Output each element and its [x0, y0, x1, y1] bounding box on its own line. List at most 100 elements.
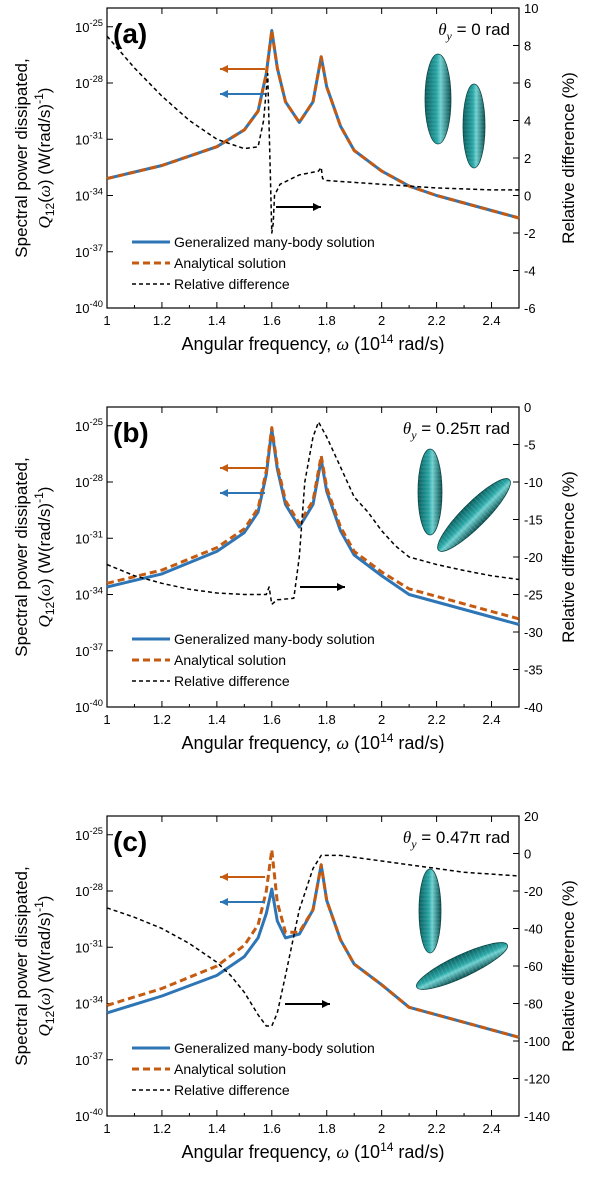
legend-label: Relative difference	[174, 1082, 290, 1098]
legend-label: Analytical solution	[174, 1061, 286, 1077]
y-tick-label-left: 10-25	[75, 826, 103, 843]
theta-label: θy = 0.25π rad	[403, 419, 510, 442]
y-tick-label-right: -35	[524, 663, 543, 678]
y-tick-label-right: -5	[524, 438, 536, 453]
ellipsoid-2-stripe	[499, 942, 505, 953]
ellipsoid-2-stripe	[456, 955, 468, 977]
y-tick-label-right: -20	[524, 550, 543, 565]
ellipsoid-2-stripe	[446, 527, 462, 543]
ellipsoid-2-stripe	[486, 487, 502, 503]
left-axis-arrow-blue-head	[220, 489, 228, 497]
x-tick-label: 2	[378, 313, 385, 328]
panel-c: 1 1.2 1.4 1.6 1.8 2 2.2 2.4 10-25 10-28 10-31 10-34…	[12, 809, 578, 1162]
y-tick-label-right: 8	[524, 39, 531, 54]
series-generalized-many-body-solution	[106, 29, 520, 220]
ellipsoid-2-stripe	[453, 957, 464, 978]
x-tick-label: 1	[103, 313, 110, 328]
x-tick-label: 2	[378, 1121, 385, 1136]
theta-label: θy = 0 rad	[438, 20, 510, 43]
y-tick-label-right: 4	[524, 114, 531, 129]
x-tick-label: 1.8	[318, 1121, 336, 1136]
x-tick-label: 1.2	[153, 1121, 171, 1136]
theta-label: θy = 0.47π rad	[403, 828, 510, 851]
y-tick-label-left: 10-37	[75, 1051, 103, 1068]
panel-label: (a)	[113, 18, 147, 49]
ellipsoid-2-stripe	[460, 954, 471, 975]
ellipsoid-2-stripe	[442, 534, 455, 547]
panel-label: (c)	[113, 826, 147, 857]
ellipsoid-2-stripe	[459, 511, 478, 530]
right-axis-arrow-head	[337, 583, 345, 591]
ellipsoid-2-stripe	[495, 942, 502, 956]
x-tick-label: 1.6	[263, 313, 281, 328]
ellipsoid-2-stripe	[444, 530, 459, 545]
x-tick-label: 1.4	[208, 1121, 226, 1136]
y-tick-label-right: -100	[524, 1034, 550, 1049]
y-tick-label-right: -40	[524, 922, 543, 937]
y-tick-label-left: 10-34	[75, 995, 103, 1012]
y-tick-label-right: 6	[524, 76, 531, 91]
x-tick-label: 1.8	[318, 313, 336, 328]
ellipsoid-2	[437, 478, 511, 552]
y-tick-label-left: 10-40	[75, 698, 103, 715]
left-axis-arrow-blue-head	[220, 898, 228, 906]
ellipsoid-2-stripe	[471, 949, 482, 969]
x-tick-label: 2.2	[428, 313, 446, 328]
legend-label: Generalized many-body solution	[174, 1040, 375, 1056]
y-tick-label-right: 20	[524, 809, 538, 824]
ellipsoid-2-stripe	[464, 952, 475, 973]
y-axis-label-left: Spectral power dissipated,	[12, 457, 31, 656]
y-tick-label-right: -6	[524, 301, 536, 316]
x-tick-label: 2.4	[482, 313, 500, 328]
x-tick-label: 1	[103, 1121, 110, 1136]
y-axis-label-left-2: Q12(ω) (W(rad/s)-1)	[32, 88, 57, 229]
y-tick-label-right: 2	[524, 151, 531, 166]
x-tick-label: 1.4	[208, 313, 226, 328]
series-analytical-solution	[106, 848, 520, 1039]
x-tick-label: 1.4	[208, 712, 226, 727]
y-tick-label-right: -20	[524, 884, 543, 899]
y-tick-label-right: -140	[524, 1109, 550, 1124]
y-tick-label-left: 10-28	[75, 473, 103, 490]
x-tick-label: 2.4	[482, 1121, 500, 1136]
ellipsoid-2-stripe	[483, 490, 499, 506]
y-tick-label-left: 10-25	[75, 18, 103, 35]
left-axis-arrow-orange-head	[220, 464, 228, 472]
ellipsoid-2-stripe	[489, 485, 504, 500]
x-tick-label: 1	[103, 712, 110, 727]
ellipsoid-2	[416, 942, 508, 990]
x-tick-label: 2.4	[482, 712, 500, 727]
ellipsoid-2-stripe	[446, 961, 457, 981]
y-axis-label-left: Spectral power dissipated,	[12, 866, 31, 1065]
y-tick-label-right: -30	[524, 625, 543, 640]
legend-label: Relative difference	[174, 673, 290, 689]
y-tick-label-right: -25	[524, 588, 543, 603]
x-tick-label: 2	[378, 712, 385, 727]
y-tick-label-right: -2	[524, 226, 536, 241]
ellipsoid-2-stripe	[422, 976, 429, 990]
ellipsoid-2-stripe	[468, 503, 486, 521]
y-axis-label-right: Relative difference (%)	[559, 72, 578, 244]
x-axis-label: Angular frequency, ω (1014 rad/s)	[182, 731, 445, 753]
y-tick-label-right: 0	[524, 400, 531, 415]
y-tick-label-right: 0	[524, 847, 531, 862]
ellipsoid-2-stripe	[454, 517, 472, 535]
y-tick-label-left: 10-28	[75, 882, 103, 899]
y-tick-label-right: -10	[524, 475, 543, 490]
ellipsoid-2-stripe	[480, 492, 497, 509]
y-tick-label-right: -80	[524, 997, 543, 1012]
ellipsoid-2-stripe	[442, 963, 453, 983]
right-axis-arrow-head	[313, 203, 321, 211]
left-axis-arrow-orange-head	[220, 873, 228, 881]
y-tick-label-right: -4	[524, 264, 536, 279]
x-tick-label: 1.6	[263, 1121, 281, 1136]
series-generalized-many-body-solution	[106, 428, 520, 626]
y-tick-label-left: 10-40	[75, 299, 103, 316]
ellipsoid-2-stripe	[496, 481, 508, 493]
y-tick-label-left: 10-31	[75, 529, 103, 546]
legend-label: Relative difference	[174, 276, 290, 292]
y-axis-label-left: Spectral power dissipated,	[12, 58, 31, 257]
ellipsoid-2-stripe	[490, 943, 499, 958]
left-axis-arrow-orange-head	[220, 65, 228, 73]
